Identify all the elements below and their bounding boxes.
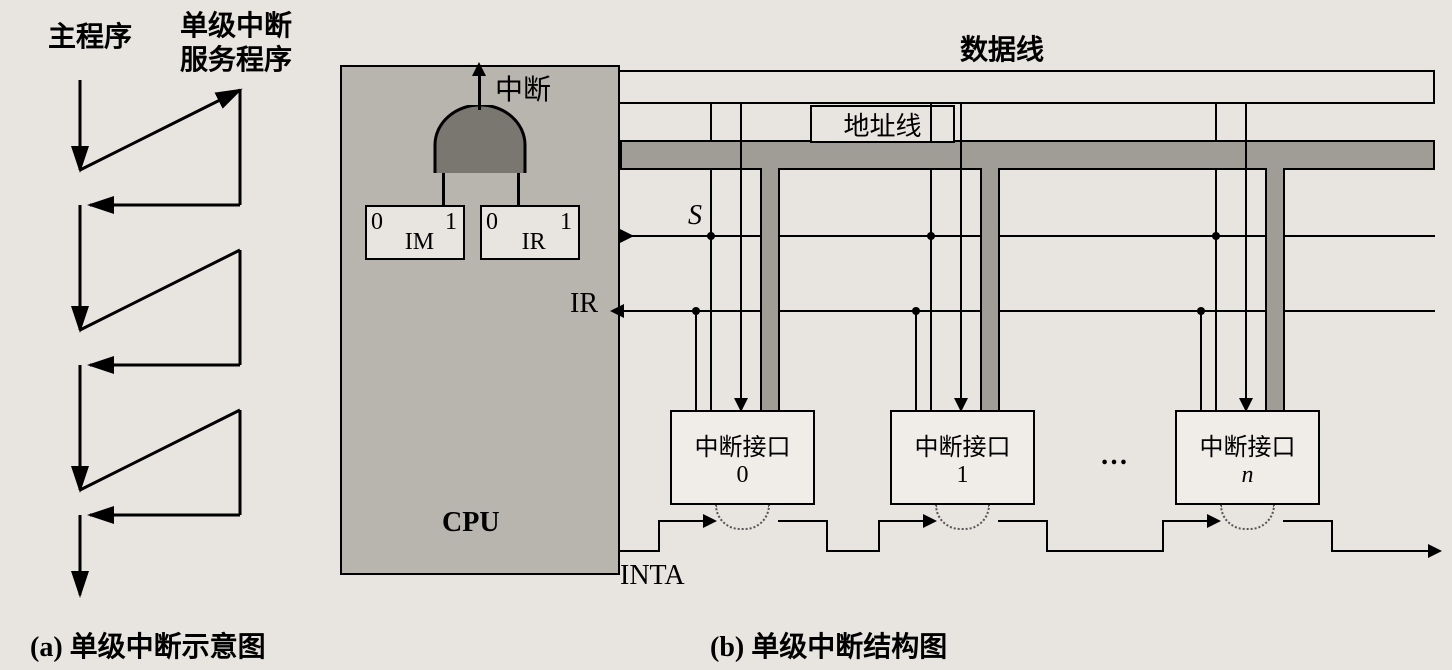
s-arrow-in [620,229,634,243]
in-down-arrow [1239,398,1253,412]
i0-down-arrow [734,398,748,412]
ir-name: IR [522,229,546,256]
interface-n-id: n [1242,462,1254,489]
i0-addr-drop [760,168,780,412]
ir-register: 0 1 IR [480,205,580,260]
in-data-l [1215,102,1217,142]
inta-dn0 [826,520,828,552]
ellipsis: … [1100,440,1128,472]
inta-label: INTA [620,560,685,592]
inta-in1 [878,520,928,522]
i1-ir-dot [912,307,920,315]
in-data-r [1245,102,1247,412]
cpu-label: CPU [442,507,500,539]
i1-data-l2 [930,170,932,412]
addr-bus-labelbox: 地址线 [810,105,955,143]
interface-0: 中断接口 0 [670,410,815,505]
int-out-line [478,72,481,110]
interface-1-id: 1 [957,462,969,489]
im-wire [442,173,445,207]
inta-out1 [998,520,1048,522]
inta-seg2 [1046,550,1164,552]
in-data-l2 [1215,170,1217,412]
i1-data-l [930,102,932,142]
interface-1: 中断接口 1 [890,410,1035,505]
s-line [620,235,1435,237]
im-one: 1 [445,209,457,236]
data-bus-top [620,70,1435,72]
diagram-container: 主程序 单级中断 服务程序 (a) 单级中断示意图 CPU 中断 [10,10,1442,660]
interrupt-label: 中断 [495,68,551,108]
addr-bus-label: 地址线 [843,106,921,143]
inta-seg3 [1331,550,1431,552]
interface-n: 中断接口 n [1175,410,1320,505]
i0-ir-up [695,310,697,412]
inta-arc2 [1220,505,1275,530]
in-ir-up [1200,310,1202,412]
inta-arc0 [715,505,770,530]
i0-data-l2 [710,170,712,412]
caption-b: (b) 单级中断结构图 [710,625,947,665]
ir-wire [517,173,520,207]
inta-in0 [658,520,708,522]
interface-1-label: 中断接口 [915,427,1011,462]
ir-line-label: IR [570,288,598,320]
and-gate-icon [425,105,535,175]
inta-up0 [658,520,660,552]
i1-down-arrow [954,398,968,412]
inta-up1 [878,520,880,552]
ir-one: 1 [560,209,572,236]
data-bus-label: 数据线 [960,28,1044,68]
inta-out2 [1283,520,1333,522]
inta-out0 [778,520,828,522]
im-register: 0 1 IM [365,205,465,260]
caption-a: (a) 单级中断示意图 [30,625,266,665]
in-ir-dot [1197,307,1205,315]
in-addr-drop [1265,168,1285,412]
ir-arrow-in [610,304,624,318]
interface-n-label: 中断接口 [1200,427,1296,462]
data-bus-bot [620,102,1435,104]
inta-arc1 [935,505,990,530]
addr-bus [620,140,1435,170]
inta-in2 [1162,520,1212,522]
s-label: S [688,200,702,232]
i0-data-r [740,102,742,412]
label-main-program: 主程序 [48,15,132,55]
inta-dn1 [1046,520,1048,552]
int-out-arrow [472,62,486,76]
inta-seg1 [826,550,880,552]
data-bus-end [1433,70,1435,104]
i1-data-r [960,102,962,412]
inta-seg0 [620,550,660,552]
inta-arr-end [1428,544,1442,558]
in-s-dot [1212,232,1220,240]
i1-addr-drop [980,168,1000,412]
inta-up2 [1162,520,1164,552]
interface-0-label: 中断接口 [695,427,791,462]
inta-arr1 [923,514,937,528]
i1-ir-up [915,310,917,412]
im-name: IM [405,229,434,256]
i1-s-dot [927,232,935,240]
inta-arr0 [703,514,717,528]
im-zero: 0 [371,209,383,236]
ir-line [620,310,1435,312]
inta-dn2 [1331,520,1333,552]
ir-zero: 0 [486,209,498,236]
i0-ir-dot [692,307,700,315]
interface-0-id: 0 [737,462,749,489]
inta-arr2 [1207,514,1221,528]
i0-s-dot [707,232,715,240]
zigzag-a [10,50,330,610]
i0-data-l [710,102,712,142]
